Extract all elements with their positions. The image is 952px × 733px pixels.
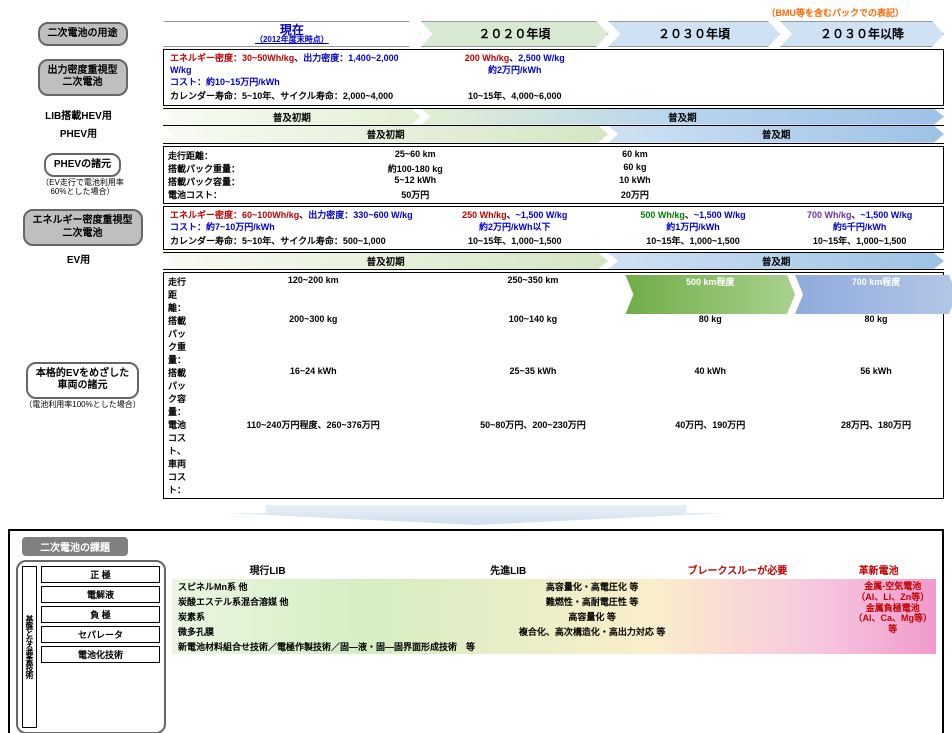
- label-ev-spec-sub: （電池利用率100%とした場合）: [24, 400, 140, 409]
- energy-band2: カレンダー寿命：5~10年、サイクル寿命：500~1,00010~15年、1,0…: [166, 234, 941, 248]
- phase-seg: 普及初期: [163, 253, 608, 269]
- label-phev: PHEV用: [60, 128, 105, 141]
- energy-band1: エネルギー密度：60~100Wh/kg、出力密度：330~600 W/kgコスト…: [166, 208, 941, 234]
- bottom-frame: 二次電池の課題 基盤となる要素技術 正 極電解液負 極セパレータ電池化技術 現行…: [8, 529, 944, 733]
- label-hev: LIB搭載HEV用: [45, 110, 120, 123]
- mini-boxes: 正 極電解液負 極セパレータ電池化技術: [41, 566, 160, 728]
- label-ev-spec: 本格的EVをめざした 車両の諸元: [26, 362, 139, 399]
- mini-box: 負 極: [41, 606, 160, 623]
- spec-cell: 200~300 kg: [186, 314, 440, 366]
- header-note: （BMU等を含むパックでの表記）: [8, 6, 944, 19]
- chem-header-cell: 先進LIB: [363, 562, 653, 577]
- label-energy: エネルギー密度重視型 二次電池: [23, 209, 143, 246]
- chem-rows: スピネルMn系 他高容量化・高電圧化 等炭酸エステル系混合溶媒 他難燃性・高耐電…: [172, 579, 936, 654]
- data-cell: エネルギー密度：30~50Wh/kg、出力密度：1,400~2,000 W/kg…: [166, 51, 422, 89]
- mini-box: 正 極: [41, 566, 160, 583]
- spec-cell: 10 kWh: [542, 175, 727, 188]
- data-cell: 700 Wh/kg、~1,500 W/kg約5千円/kWh: [778, 208, 941, 234]
- label-usage: 二次電池の用途: [38, 22, 128, 47]
- row-hev: LIB搭載HEV用 普及初期普及期: [8, 108, 944, 126]
- data-cell: カレンダー寿命：5~10年、サイクル寿命：2,000~4,000: [166, 89, 422, 103]
- chem-header-cell: 革新電池: [821, 562, 936, 577]
- bottom-vlabel: 基盤となる要素技術: [22, 566, 37, 728]
- spec-cell: 5~12 kWh: [288, 175, 542, 188]
- power-band1: エネルギー密度：30~50Wh/kg、出力密度：1,400~2,000 W/kg…: [166, 51, 941, 89]
- spec-cell: 80 kg: [625, 314, 795, 366]
- timeline-header-seg: ２０３０年頃: [608, 21, 780, 47]
- spec-cell: 50~80万円、200~230万円: [440, 418, 625, 496]
- row-ev: EV用 普及初期普及期: [8, 252, 944, 270]
- chem-header-cell: ブレークスルーが必要: [653, 562, 821, 577]
- phase-phev: 普及初期普及期: [163, 126, 944, 144]
- phase-seg: 普及初期: [163, 109, 421, 125]
- row-usage: 二次電池の用途 現在（2012年度末時点）２０２０年頃２０３０年頃２０３０年以降: [8, 21, 944, 47]
- spec-cell: 16~24 kWh: [186, 366, 440, 418]
- phase-hev: 普及初期普及期: [163, 108, 944, 126]
- data-cell: 500 Wh/kg、~1,500 W/kg約1万円/kWh: [608, 208, 779, 234]
- spec-cell: 40 kWh: [625, 366, 795, 418]
- timeline-headers: 現在（2012年度末時点）２０２０年頃２０３０年頃２０３０年以降: [163, 21, 944, 47]
- spec-cell: 28万円、180万円: [795, 418, 952, 496]
- data-cell: 250 Wh/kg、~1,500 W/kg約2万円/kWh以下: [422, 208, 608, 234]
- power-band2: カレンダー寿命：5~10年、サイクル寿命：2,000~4,00010~15年、4…: [166, 89, 941, 103]
- spec-cell: 50万円: [288, 188, 542, 201]
- phase-seg: 普及期: [608, 126, 944, 143]
- phev-specs: 走行距離：25~60 km60 km 搭載パック重量：約100-180 kg60 …: [163, 146, 944, 204]
- ev-col-head: 700 km程度: [795, 275, 952, 314]
- ev-col-head: 500 km程度: [625, 275, 795, 314]
- timeline-header-seg: ２０３０年以降: [780, 21, 944, 47]
- spec-cell: 40万円、190万円: [625, 418, 795, 496]
- ev-col-head: 250~350 km: [440, 275, 625, 314]
- spec-key: 搭載パック容量：: [168, 175, 288, 188]
- phase-ev: 普及初期普及期: [163, 252, 944, 270]
- spec-cell: 80 kg: [795, 314, 952, 366]
- spec-cell: 25~35 kWh: [440, 366, 625, 418]
- label-power: 出力密度重視型 二次電池: [38, 59, 128, 96]
- spec-cell: 110~240万円程度、260~376万円: [186, 418, 440, 496]
- chem-header-cell: 現行LIB: [172, 562, 363, 577]
- spec-cell: 56 kWh: [795, 366, 952, 418]
- bottom-title: 二次電池の課題: [22, 537, 128, 556]
- chem-band: 現行LIB先進LIBブレークスルーが必要革新電池 スピネルMn系 他高容量化・高…: [172, 560, 936, 733]
- spec-key: 電池コスト：: [168, 188, 288, 201]
- row-phev: PHEV用 普及初期普及期: [8, 126, 944, 144]
- data-cell: エネルギー密度：60~100Wh/kg、出力密度：330~600 W/kgコスト…: [166, 208, 422, 234]
- spec-cell: 約100-180 kg: [288, 162, 542, 175]
- row-ev-spec: 本格的EVをめざした 車両の諸元 （電池利用率100%とした場合） 走行距離：1…: [8, 272, 944, 499]
- chem-right: 金属-空気電池 （Al、Li、Zn等） 金属負極電池 （Al、Ca、Mg等） 等: [854, 581, 933, 635]
- mini-box: 電池化技術: [41, 646, 160, 663]
- row-energy: エネルギー密度重視型 二次電池 エネルギー密度：60~100Wh/kg、出力密度…: [8, 206, 944, 250]
- label-ev: EV用: [67, 254, 98, 267]
- ev-col-head: 120~200 km: [186, 275, 440, 314]
- timeline-header-seg: 現在（2012年度末時点）: [163, 21, 421, 47]
- spec-cell: 25~60 km: [288, 149, 542, 162]
- bottom-left: 基盤となる要素技術 正 極電解液負 極セパレータ電池化技術: [16, 560, 166, 733]
- ev-specs: 走行距離：120~200 km250~350 km500 km程度700 km程…: [163, 272, 944, 499]
- spec-cell: 20万円: [542, 188, 727, 201]
- data-cell: 200 Wh/kg、2,500 W/kg約2万円/kWh: [422, 51, 608, 89]
- spec-key: 搭載パック重量：: [168, 162, 288, 175]
- mini-box: 電解液: [41, 586, 160, 603]
- timeline-header-seg: ２０２０年頃: [421, 21, 608, 47]
- row-power: 出力密度重視型 二次電池 エネルギー密度：30~50Wh/kg、出力密度：1,4…: [8, 49, 944, 106]
- spec-cell: 100~140 kg: [440, 314, 625, 366]
- row-phev-spec: PHEVの諸元 （EV走行で電池利用率 60%とした場合） 走行距離：25~60…: [8, 146, 944, 204]
- chem-header: 現行LIB先進LIBブレークスルーが必要革新電池: [172, 560, 936, 579]
- spec-cell: 60 kg: [542, 162, 727, 175]
- data-cell: 10~15年、1,000~1,500: [608, 234, 779, 248]
- big-arrow-down: [226, 505, 726, 525]
- mini-box: セパレータ: [41, 626, 160, 643]
- spec-key: 走行距離：: [168, 149, 288, 162]
- data-cell: 10~15年、1,000~1,500: [422, 234, 608, 248]
- phase-seg: 普及初期: [163, 126, 608, 143]
- label-phev-spec-sub: （EV走行で電池利用率 60%とした場合）: [41, 178, 124, 196]
- data-cell: 10~15年、4,000~6,000: [422, 89, 608, 103]
- phase-seg: 普及期: [421, 109, 944, 125]
- label-phev-spec: PHEVの諸元: [44, 153, 121, 178]
- phase-seg: 普及期: [608, 253, 944, 269]
- data-cell: カレンダー寿命：5~10年、サイクル寿命：500~1,000: [166, 234, 422, 248]
- data-cell: 10~15年、1,000~1,500: [778, 234, 941, 248]
- spec-cell: 60 km: [542, 149, 727, 162]
